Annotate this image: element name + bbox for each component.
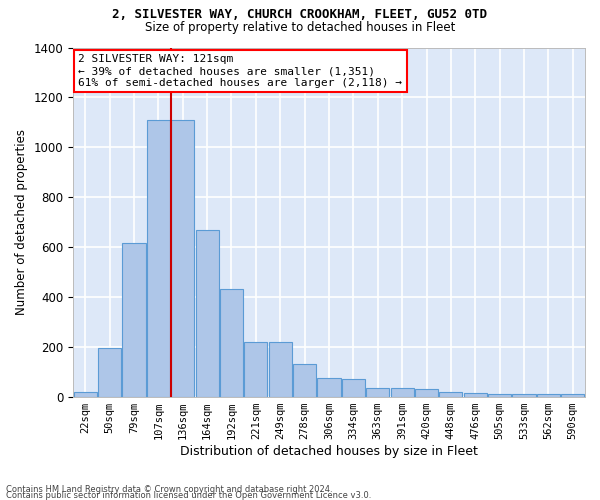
Bar bbox=[220, 290, 243, 397]
Bar bbox=[196, 230, 218, 396]
Text: 2, SILVESTER WAY, CHURCH CROOKHAM, FLEET, GU52 0TD: 2, SILVESTER WAY, CHURCH CROOKHAM, FLEET… bbox=[113, 8, 487, 20]
Bar bbox=[74, 392, 97, 396]
X-axis label: Distribution of detached houses by size in Fleet: Distribution of detached houses by size … bbox=[180, 444, 478, 458]
Bar bbox=[244, 342, 268, 396]
Bar bbox=[122, 243, 146, 396]
Bar bbox=[537, 394, 560, 396]
Bar bbox=[561, 394, 584, 396]
Text: Size of property relative to detached houses in Fleet: Size of property relative to detached ho… bbox=[145, 21, 455, 34]
Bar bbox=[415, 389, 438, 396]
Text: 2 SILVESTER WAY: 121sqm
← 39% of detached houses are smaller (1,351)
61% of semi: 2 SILVESTER WAY: 121sqm ← 39% of detache… bbox=[78, 54, 402, 88]
Bar bbox=[488, 394, 511, 396]
Bar bbox=[391, 388, 414, 396]
Bar bbox=[98, 348, 121, 397]
Bar bbox=[464, 393, 487, 396]
Bar bbox=[366, 388, 389, 396]
Bar bbox=[512, 394, 536, 396]
Bar bbox=[269, 342, 292, 396]
Bar bbox=[342, 379, 365, 396]
Text: Contains public sector information licensed under the Open Government Licence v3: Contains public sector information licen… bbox=[6, 490, 371, 500]
Text: Contains HM Land Registry data © Crown copyright and database right 2024.: Contains HM Land Registry data © Crown c… bbox=[6, 485, 332, 494]
Bar bbox=[439, 392, 463, 396]
Y-axis label: Number of detached properties: Number of detached properties bbox=[15, 129, 28, 315]
Bar bbox=[293, 364, 316, 396]
Bar bbox=[171, 120, 194, 396]
Bar bbox=[317, 378, 341, 396]
Bar bbox=[147, 120, 170, 396]
